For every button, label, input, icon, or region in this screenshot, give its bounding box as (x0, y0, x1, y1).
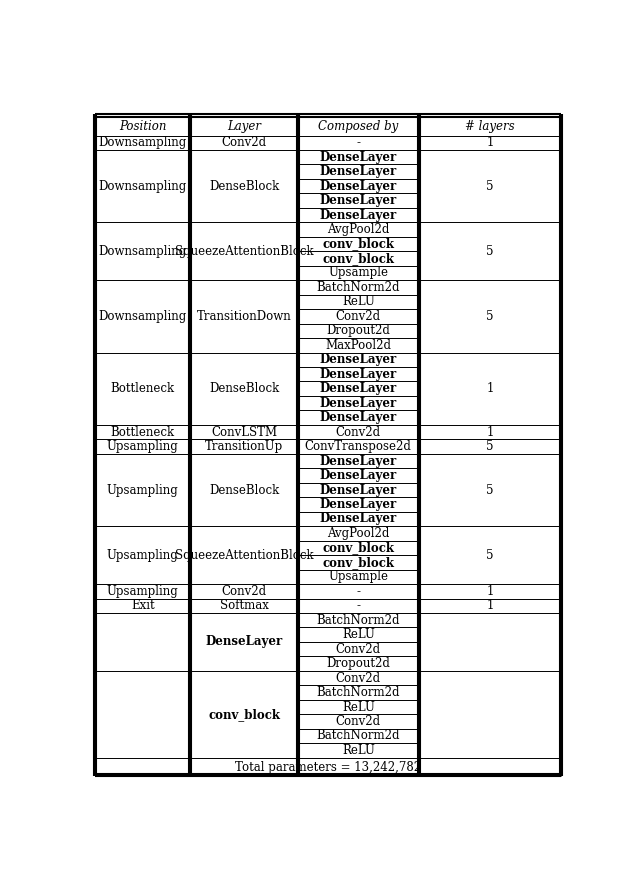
Text: DenseBlock: DenseBlock (209, 180, 279, 193)
Text: Conv2d: Conv2d (336, 425, 381, 438)
Text: # layers: # layers (465, 119, 515, 132)
Text: DenseLayer: DenseLayer (320, 382, 397, 396)
Text: conv_block: conv_block (323, 541, 394, 554)
Text: DenseLayer: DenseLayer (320, 512, 397, 525)
Text: DenseLayer: DenseLayer (320, 469, 397, 482)
Text: DenseLayer: DenseLayer (205, 636, 283, 648)
Text: conv_block: conv_block (323, 238, 394, 251)
Text: Upsampling: Upsampling (107, 585, 179, 598)
Text: SqueezeAttentionBlock: SqueezeAttentionBlock (175, 549, 314, 561)
Text: MaxPool2d: MaxPool2d (325, 339, 391, 352)
Text: TransitionDown: TransitionDown (196, 310, 291, 323)
Text: Conv2d: Conv2d (336, 672, 381, 685)
Text: Bottleneck: Bottleneck (111, 382, 175, 396)
Text: DenseLayer: DenseLayer (320, 209, 397, 222)
Text: ConvLSTM: ConvLSTM (211, 425, 277, 438)
Text: Downsampling: Downsampling (99, 310, 187, 323)
Text: Conv2d: Conv2d (336, 310, 381, 323)
Text: BatchNorm2d: BatchNorm2d (317, 730, 400, 743)
Text: DenseLayer: DenseLayer (320, 483, 397, 496)
Text: ReLU: ReLU (342, 296, 375, 309)
Text: Bottleneck: Bottleneck (111, 425, 175, 438)
Text: TransitionUp: TransitionUp (205, 440, 284, 453)
Text: Composed by: Composed by (318, 119, 399, 132)
Text: DenseLayer: DenseLayer (320, 165, 397, 178)
Text: Conv2d: Conv2d (336, 643, 381, 656)
Text: 1: 1 (486, 382, 493, 396)
Text: 5: 5 (486, 549, 494, 561)
Text: 5: 5 (486, 245, 494, 258)
Text: DenseLayer: DenseLayer (320, 194, 397, 207)
Text: AvgPool2d: AvgPool2d (327, 223, 390, 236)
Text: ReLU: ReLU (342, 628, 375, 641)
Text: Dropout2d: Dropout2d (326, 324, 390, 338)
Text: Downsampling: Downsampling (99, 245, 187, 258)
Text: DenseLayer: DenseLayer (320, 151, 397, 164)
Text: ReLU: ReLU (342, 744, 375, 757)
Text: Conv2d: Conv2d (336, 715, 381, 728)
Text: 5: 5 (486, 180, 494, 193)
Text: Layer: Layer (227, 119, 261, 132)
Text: BatchNorm2d: BatchNorm2d (317, 281, 400, 294)
Text: DenseLayer: DenseLayer (320, 454, 397, 467)
Text: Upsample: Upsample (328, 570, 388, 583)
Text: Exit: Exit (131, 599, 154, 612)
Text: -: - (356, 585, 360, 598)
Text: Upsampling: Upsampling (107, 483, 179, 496)
Text: Upsampling: Upsampling (107, 549, 179, 561)
Text: Total parameters = 13,242,782: Total parameters = 13,242,782 (235, 760, 421, 774)
Text: Conv2d: Conv2d (221, 585, 267, 598)
Text: DenseBlock: DenseBlock (209, 483, 279, 496)
Text: Softmax: Softmax (220, 599, 269, 612)
Text: 1: 1 (486, 425, 493, 438)
Text: 1: 1 (486, 585, 493, 598)
Text: Downsampling: Downsampling (99, 180, 187, 193)
Text: Upsample: Upsample (328, 267, 388, 280)
Text: Downsampling: Downsampling (99, 136, 187, 149)
Text: Conv2d: Conv2d (221, 136, 267, 149)
Text: DenseLayer: DenseLayer (320, 180, 397, 193)
Text: DenseLayer: DenseLayer (320, 498, 397, 511)
Text: conv_block: conv_block (323, 556, 394, 569)
Text: ReLU: ReLU (342, 701, 375, 714)
Text: DenseLayer: DenseLayer (320, 353, 397, 367)
Text: ConvTranspose2d: ConvTranspose2d (305, 440, 412, 453)
Text: DenseLayer: DenseLayer (320, 411, 397, 424)
Text: conv_block: conv_block (323, 252, 394, 265)
Text: DenseLayer: DenseLayer (320, 396, 397, 410)
Text: 1: 1 (486, 136, 493, 149)
Text: conv_block: conv_block (208, 708, 280, 721)
Text: DenseLayer: DenseLayer (320, 367, 397, 381)
Text: -: - (356, 136, 360, 149)
Text: -: - (356, 599, 360, 612)
Text: 5: 5 (486, 440, 494, 453)
Text: SqueezeAttentionBlock: SqueezeAttentionBlock (175, 245, 314, 258)
Text: Position: Position (119, 119, 166, 132)
Text: DenseBlock: DenseBlock (209, 382, 279, 396)
Text: Upsampling: Upsampling (107, 440, 179, 453)
Text: BatchNorm2d: BatchNorm2d (317, 686, 400, 699)
Text: 5: 5 (486, 483, 494, 496)
Text: Dropout2d: Dropout2d (326, 657, 390, 670)
Text: 1: 1 (486, 599, 493, 612)
Text: 5: 5 (486, 310, 494, 323)
Text: AvgPool2d: AvgPool2d (327, 527, 390, 540)
Text: BatchNorm2d: BatchNorm2d (317, 614, 400, 627)
